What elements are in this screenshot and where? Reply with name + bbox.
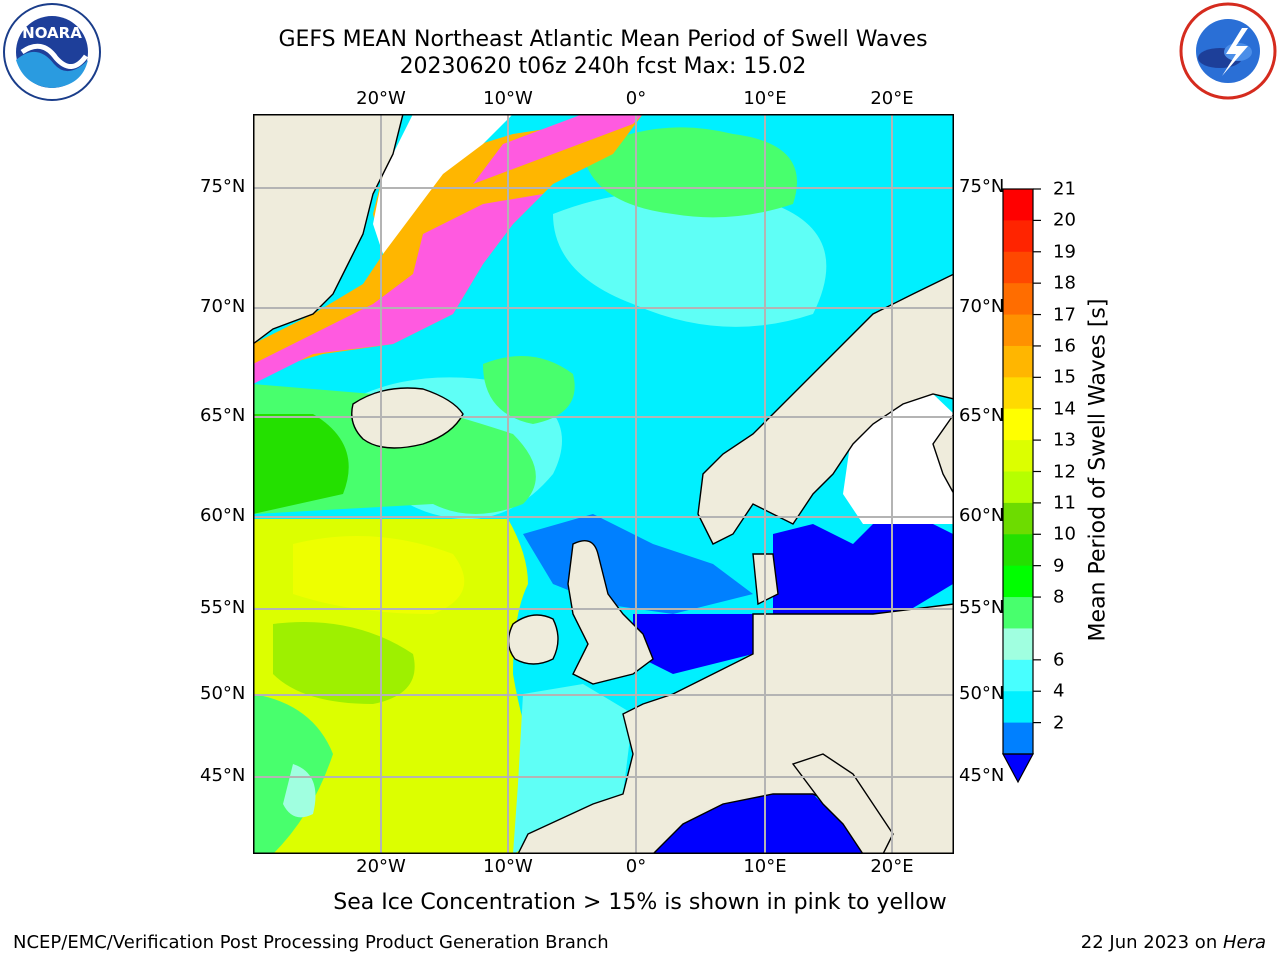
lat-label-left-75n: 75°N [200,176,246,197]
colorbar-tick-label: 18 [1053,272,1076,294]
ocean-channel [633,614,753,674]
colorbar-segment [1003,345,1033,378]
colorbar-segment [1003,408,1033,441]
ocean-yellow-patch [293,536,465,614]
colorbar-segment [1003,691,1033,724]
noaa-logo-text: NOARA [22,24,82,42]
ocean-deepgreen-west [253,414,349,514]
colorbar-segment [1003,189,1033,221]
lat-label-left-45n: 45°N [200,765,246,786]
footer-date: 22 Jun 2023 on Hera [1081,932,1266,953]
lon-label-top-10w: 10°W [483,88,533,109]
footer-host: Hera [1222,932,1266,953]
colorbar-label: Mean Period of Swell Waves [s] [1085,298,1111,642]
colorbar-tick-label: 15 [1053,366,1076,388]
colorbar-segment [1003,471,1033,504]
lon-label-bottom-20w: 20°W [356,856,406,877]
colorbar-tick-label: 6 [1053,649,1065,671]
lon-label-bottom-0: 0° [625,856,647,877]
lat-label-right-60n: 60°N [959,505,1005,526]
colorbar [1001,188,1041,784]
colorbar-under-arrow [1001,753,1035,784]
lat-label-left-65n: 65°N [200,405,246,426]
lat-label-right-45n: 45°N [959,765,1005,786]
land-great-britain [567,540,654,685]
footer-date-text: 22 Jun 2023 on [1080,932,1223,953]
colorbar-segment [1003,659,1033,692]
colorbar-tick-label: 17 [1053,304,1076,326]
colorbar-tick-label: 4 [1053,680,1065,702]
colorbar-tick-label: 8 [1053,586,1065,608]
colorbar-tick-label: 9 [1053,555,1065,577]
sea-ice-note-text: Sea Ice Concentration > 15% is shown in … [333,890,947,915]
land-greenland [253,114,404,345]
colorbar-segment [1003,722,1033,755]
land-finland [932,412,954,495]
lat-label-right-50n: 50°N [959,683,1005,704]
colorbar-segment [1003,314,1033,347]
colorbar-tick-label: 13 [1053,429,1076,451]
colorbar-segment [1003,220,1033,253]
map-frame [253,114,954,854]
land-ireland [507,614,559,665]
sea-ice-note: Sea Ice Concentration > 15% is shown in … [0,890,1280,915]
lat-label-right-65n: 65°N [959,405,1005,426]
ice-white-greenland-coast [373,114,513,254]
colorbar-segment [1003,283,1033,316]
chart-title: GEFS MEAN Northeast Atlantic Mean Period… [278,27,928,52]
land-italy [791,753,894,854]
colorbar-tick-label: 11 [1053,492,1076,514]
colorbar-tick-label: 20 [1053,209,1076,231]
colorbar-segment [1003,597,1033,629]
colorbar-segment [1003,565,1033,598]
lat-label-left-60n: 60°N [200,505,246,526]
ocean-green-patch [483,356,575,424]
ocean-green-patch-2 [273,622,415,704]
colorbar-segment [1003,440,1033,472]
lat-label-left-55n: 55°N [200,597,246,618]
colorbar-segment [1003,534,1033,567]
lon-label-top-0: 0° [625,88,647,109]
colorbar-segment [1003,251,1033,284]
footer-credit: NCEP/EMC/Verification Post Processing Pr… [13,932,609,953]
swell-period-map [253,114,954,854]
colorbar-tick-label: 14 [1053,398,1076,420]
lat-label-right-55n: 55°N [959,597,1005,618]
ocean-biscay [513,684,633,854]
colorbar-segment [1003,377,1033,410]
ocean-lightcyan-patch-2 [553,191,827,327]
ocean-baltic [773,524,953,614]
colorbar-segment [1003,502,1033,535]
lon-label-top-10e: 10°E [743,88,787,109]
graticule [253,114,954,854]
colorbar-tick-label: 21 [1053,178,1076,200]
colorbar-tick-label: 10 [1053,523,1076,545]
colorbar-tick-label: 19 [1053,241,1076,263]
lat-label-right-75n: 75°N [959,176,1005,197]
lon-label-top-20w: 20°W [356,88,406,109]
colorbar-tick-label: 2 [1053,712,1065,734]
lat-label-left-70n: 70°N [200,296,246,317]
lon-label-bottom-10e: 10°E [743,856,787,877]
sea-ice-pink-north [473,114,643,184]
lon-label-top-20e: 20°E [870,88,914,109]
colorbar-tick-label: 16 [1053,335,1076,357]
sea-ice-pink-band [253,194,543,384]
colorbar-tick-label: 12 [1053,461,1076,482]
lat-label-right-70n: 70°N [959,296,1005,317]
lat-label-left-50n: 50°N [200,683,246,704]
nws-logo [1178,2,1278,100]
chart-subtitle: 20230620 t06z 240h fcst Max: 15.02 [399,54,807,79]
colorbar-segment [1003,628,1033,661]
lon-label-bottom-20e: 20°E [870,856,914,877]
lon-label-bottom-10w: 10°W [483,856,533,877]
noaa-logo: NOARA [2,2,102,102]
